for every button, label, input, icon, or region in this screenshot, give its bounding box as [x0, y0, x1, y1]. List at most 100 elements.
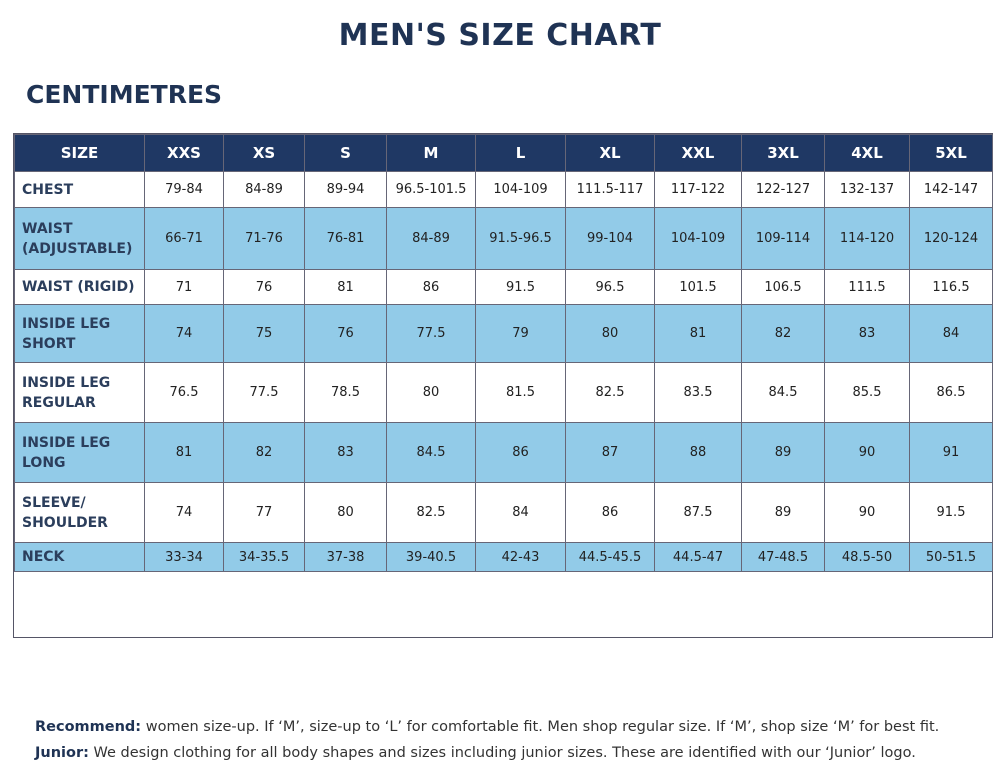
row-label: WAIST (ADJUSTABLE) — [14, 207, 145, 270]
cell: 80 — [304, 482, 387, 543]
cell: 79-84 — [144, 171, 224, 208]
cell: 88 — [654, 422, 742, 483]
row: INSIDE LEG SHORT 74 75 76 77.5 79 80 81 82 83 84 — [14, 304, 993, 363]
row-label-line: SLEEVE/ — [22, 494, 86, 511]
cell: 81 — [654, 304, 742, 363]
cell: 86 — [565, 482, 655, 543]
row: WAIST (RIGID) 71 76 81 86 91.5 96.5 101.5 106.5 1… — [14, 269, 993, 305]
cell: 120-124 — [909, 207, 993, 270]
cell: 84.5 — [386, 422, 476, 483]
row-label-line: (ADJUSTABLE) — [22, 240, 133, 257]
row-label: INSIDE LEG LONG — [14, 422, 145, 483]
cell: 132-137 — [824, 171, 910, 208]
size-table-box: SIZE XXS XS S M L XL XXL 3XL 4XL 5XL CHEST 79-84 84-8… — [13, 133, 993, 761]
cell: 86 — [475, 422, 566, 483]
cell: 87.5 — [654, 482, 742, 543]
cell: 87 — [565, 422, 655, 483]
note: Junior: We design clothing for all body … — [35, 740, 1000, 766]
cell: 114-120 — [824, 207, 910, 270]
cell: 82 — [223, 422, 305, 483]
row-label-line: LONG — [22, 454, 66, 471]
note-text: We design clothing for all body shapes a… — [93, 745, 916, 761]
cell: 111.5 — [824, 269, 910, 305]
row-label-line: INSIDE LEG — [22, 434, 111, 451]
row-label: SLEEVE/SHOULDER — [14, 482, 145, 543]
row-label-line: SHORT — [22, 335, 76, 352]
cell: 89-94 — [304, 171, 387, 208]
cell: 81.5 — [475, 362, 566, 423]
cell: 77.5 — [386, 304, 476, 363]
row-label-line: WAIST — [22, 220, 73, 237]
row: INSIDE LEG REGULAR 76.5 77.5 78.5 80 81.5 82.5 8… — [14, 362, 993, 423]
cell: 90 — [824, 482, 910, 543]
header-cell: L — [475, 134, 566, 172]
cell: 91 — [909, 422, 993, 483]
cell: 71-76 — [223, 207, 305, 270]
row-label: INSIDE LEG SHORT — [14, 304, 145, 363]
header-cell: 3XL — [741, 134, 825, 172]
cell: 80 — [386, 362, 476, 423]
size-table: SIZE XXS XS S M L XL XXL 3XL 4XL 5XL CHEST 79-84 84-8… — [14, 134, 993, 572]
cell: 117-122 — [654, 171, 742, 208]
cell: 34-35.5 — [223, 542, 305, 572]
cell: 77.5 — [223, 362, 305, 423]
note-label: Junior: — [35, 745, 89, 761]
header-cell: 4XL — [824, 134, 910, 172]
row: SLEEVE/SHOULDER 74 77 80 82.5 84 86 87.5 89 90 91.… — [14, 482, 993, 543]
cell: 48.5-50 — [824, 542, 910, 572]
cell: 116.5 — [909, 269, 993, 305]
cell: 33-34 — [144, 542, 224, 572]
cell: 101.5 — [654, 269, 742, 305]
row: NECK 33-34 34-35.5 37-38 39-40.5 42-43 44.5-45… — [14, 542, 993, 572]
cell: 74 — [144, 304, 224, 363]
cell: 42-43 — [475, 542, 566, 572]
cell: 44.5-45.5 — [565, 542, 655, 572]
cell: 75 — [223, 304, 305, 363]
cell: 44.5-47 — [654, 542, 742, 572]
note-label: Recommend: — [35, 719, 142, 735]
note-text: women size-up. If ‘M’, size-up to ‘L’ fo… — [145, 719, 940, 735]
cell: 122-127 — [741, 171, 825, 208]
cell: 82.5 — [565, 362, 655, 423]
cell: 99-104 — [565, 207, 655, 270]
row-label: INSIDE LEG REGULAR — [14, 362, 145, 423]
cell: 83 — [824, 304, 910, 363]
cell: 82.5 — [386, 482, 476, 543]
row-label-line: CHEST — [22, 181, 74, 198]
cell: 84 — [909, 304, 993, 363]
cell: 91.5-96.5 — [475, 207, 566, 270]
cell: 74 — [144, 482, 224, 543]
header-cell: XS — [223, 134, 305, 172]
cell: 81 — [304, 269, 387, 305]
cell: 96.5 — [565, 269, 655, 305]
title: MEN'S SIZE CHART — [338, 18, 662, 53]
cell: 76 — [304, 304, 387, 363]
cell: 84-89 — [386, 207, 476, 270]
header-cell: XXS — [144, 134, 224, 172]
cell: 71 — [144, 269, 224, 305]
cell: 111.5-117 — [565, 171, 655, 208]
cell: 77 — [223, 482, 305, 543]
header-row: SIZE XXS XS S M L XL XXL 3XL 4XL 5XL — [14, 134, 993, 172]
row-label-line: SHOULDER — [22, 514, 108, 531]
cell: 106.5 — [741, 269, 825, 305]
row-label-line: INSIDE LEG — [22, 374, 111, 391]
cell: 83.5 — [654, 362, 742, 423]
row: CHEST 79-84 84-89 89-94 96.5-101.5 104-109 111… — [14, 171, 993, 208]
cell: 84 — [475, 482, 566, 543]
cell: 84.5 — [741, 362, 825, 423]
row-label: CHEST — [14, 171, 145, 208]
row: INSIDE LEG LONG 81 82 83 84.5 86 87 88 89 90 91 — [14, 422, 993, 483]
cell: 96.5-101.5 — [386, 171, 476, 208]
cell: 142-147 — [909, 171, 993, 208]
cell: 89 — [741, 482, 825, 543]
cell: 66-71 — [144, 207, 224, 270]
row-label: NECK — [14, 542, 145, 572]
cell: 78.5 — [304, 362, 387, 423]
header-cell: SIZE — [14, 134, 145, 172]
cell: 81 — [144, 422, 224, 483]
row: WAIST (ADJUSTABLE) 66-71 71-76 76-81 84-89 91.… — [14, 207, 993, 270]
cell: 86 — [386, 269, 476, 305]
cell: 82 — [741, 304, 825, 363]
cell: 90 — [824, 422, 910, 483]
